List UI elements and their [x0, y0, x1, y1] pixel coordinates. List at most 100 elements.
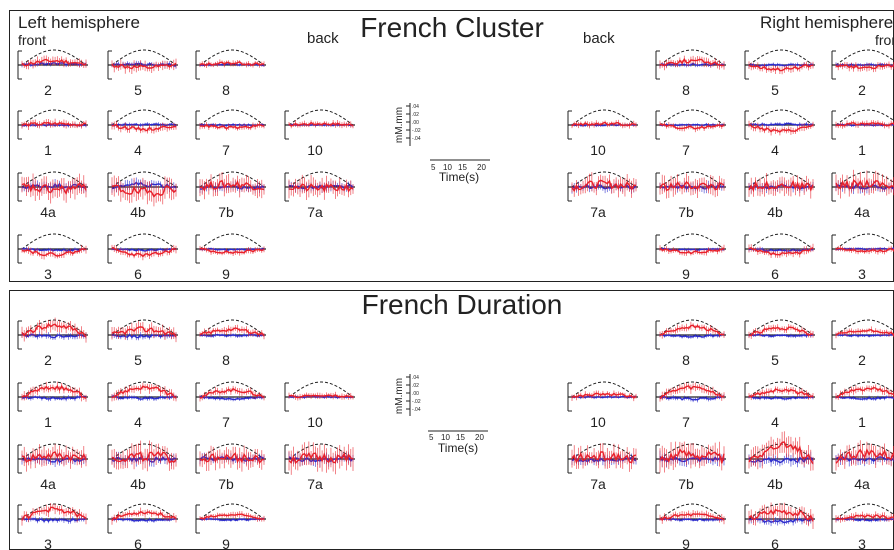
model-curve — [748, 381, 814, 398]
channel-label: 9 — [222, 266, 230, 282]
model-curve — [835, 109, 894, 126]
deoxy-line — [21, 333, 87, 339]
legend-xtick: 15 — [458, 163, 467, 172]
channel-plot: 7a — [284, 441, 355, 492]
channel-label: 4 — [771, 142, 779, 158]
channel-label: 9 — [682, 266, 690, 282]
model-curve — [288, 109, 354, 126]
model-curve — [21, 49, 87, 66]
legend-ytick: .02 — [412, 112, 419, 118]
legend-ylabel: mM.mm — [394, 378, 405, 414]
channel-label: 7b — [678, 476, 694, 492]
scale-legend-duration: mM.mm .04 .02 .00 -.02 -.04 5 10 15 20 T… — [394, 374, 488, 455]
model-curve — [21, 233, 87, 250]
deoxy-line — [659, 517, 725, 522]
channel-label: 4a — [40, 204, 56, 220]
legend-ytick: -.04 — [412, 136, 421, 142]
deoxy-line — [111, 333, 177, 339]
oxy-line — [111, 326, 177, 338]
channel-label: 3 — [44, 266, 52, 282]
channel-plot: 4a — [17, 443, 88, 492]
model-curve — [199, 49, 265, 66]
oxy-line — [835, 447, 894, 464]
left-back-label: back — [307, 30, 339, 47]
channel-label: 1 — [44, 414, 52, 430]
model-curve — [835, 443, 894, 460]
channel-label: 5 — [134, 82, 142, 98]
oxy-line — [288, 393, 354, 399]
channel-label: 7a — [590, 476, 606, 492]
channel-label: 7a — [307, 204, 323, 220]
model-curve — [111, 233, 177, 250]
channel-plot: 10 — [567, 381, 638, 430]
oxy-line — [835, 63, 894, 70]
oxy-line — [748, 441, 814, 465]
channel-label: 4b — [130, 204, 146, 220]
channel-plot: 4b — [107, 171, 178, 220]
channel-label: 8 — [682, 82, 690, 98]
legend-ytick: -.02 — [412, 399, 421, 405]
model-curve — [111, 319, 177, 336]
oxy-line — [288, 182, 354, 194]
oxy-line — [571, 392, 637, 399]
model-curve — [659, 233, 725, 250]
model-curve — [199, 443, 265, 460]
deoxy-line — [200, 333, 265, 338]
model-curve — [111, 109, 177, 126]
deoxy-line — [748, 63, 814, 67]
model-curve — [748, 233, 814, 250]
oxy-line — [835, 386, 894, 399]
model-curve — [659, 381, 725, 398]
deoxy-line — [748, 517, 813, 524]
model-curve — [21, 503, 87, 520]
channel-plot: 10 — [567, 109, 638, 158]
channel-plot: 4b — [107, 440, 178, 492]
oxy-line — [748, 179, 814, 193]
channel-plot: 8 — [195, 49, 266, 98]
deoxy-line — [659, 333, 725, 338]
model-curve — [111, 381, 177, 398]
model-curve — [288, 443, 354, 460]
channel-plot: 9 — [195, 233, 266, 282]
oxy-line — [748, 326, 814, 337]
deoxy-line — [659, 247, 724, 252]
channel-plot: 6 — [744, 233, 815, 282]
channel-plot: 7b — [655, 171, 726, 220]
model-curve — [571, 109, 637, 126]
channel-label: 3 — [858, 536, 866, 550]
channel-plot: 6 — [744, 502, 815, 550]
model-curve — [199, 319, 265, 336]
legend-ytick: .04 — [412, 104, 419, 110]
model-curve — [748, 503, 814, 520]
model-curve — [111, 503, 177, 520]
channel-plot: 9 — [655, 233, 726, 282]
model-curve — [571, 381, 637, 398]
right-back-label: back — [583, 30, 615, 47]
channel-label: 2 — [44, 82, 52, 98]
channel-label: 6 — [771, 266, 779, 282]
channel-label: 5 — [771, 82, 779, 98]
oxy-line — [835, 121, 894, 127]
model-curve — [199, 109, 265, 126]
channel-plot: 4a — [831, 440, 894, 492]
panel-title-cluster: French Cluster — [360, 12, 544, 43]
model-curve — [199, 233, 265, 250]
channel-plot: 2 — [831, 319, 894, 368]
deoxy-line — [111, 517, 177, 522]
channel-plot: 4 — [107, 109, 178, 158]
legend-xtick: 20 — [475, 433, 484, 442]
model-curve — [111, 171, 177, 188]
channel-label: 7a — [590, 204, 606, 220]
channel-label: 7 — [222, 414, 230, 430]
channel-label: 6 — [134, 536, 142, 550]
legend-xtick: 5 — [429, 433, 434, 442]
channel-plot: 3 — [831, 503, 894, 550]
channel-label: 8 — [222, 352, 230, 368]
deoxy-line — [748, 122, 814, 126]
model-curve — [748, 109, 814, 126]
legend-xtick: 5 — [431, 163, 436, 172]
legend-xtick: 15 — [456, 433, 465, 442]
oxy-line — [571, 179, 637, 193]
